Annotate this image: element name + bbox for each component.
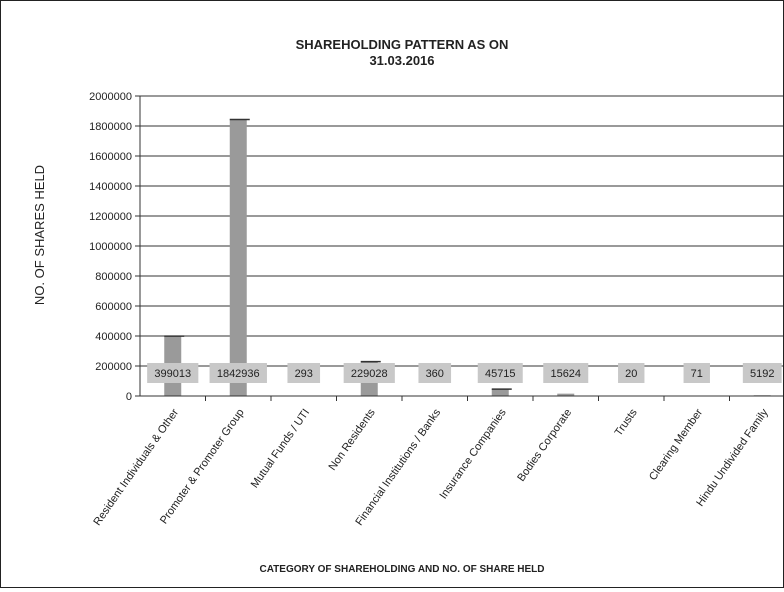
data-label: 71 <box>691 368 703 380</box>
bar <box>492 389 509 396</box>
chart-title-line-2: 31.03.2016 <box>369 53 434 68</box>
x-tick-label: Hindu Undivided Family <box>694 406 771 508</box>
y-tick-label: 800000 <box>95 271 132 283</box>
y-tick-label: 1000000 <box>89 241 132 253</box>
data-label: 293 <box>295 368 313 380</box>
data-label: 1842936 <box>217 368 260 380</box>
data-label: 45715 <box>485 368 516 380</box>
data-label: 360 <box>426 368 444 380</box>
bars <box>164 120 771 396</box>
data-label: 5192 <box>750 368 774 380</box>
y-tick-label: 200000 <box>95 361 132 373</box>
x-tick-label: Trusts <box>613 406 640 438</box>
y-tick-label: 1800000 <box>89 121 132 133</box>
chart-title-line-1: SHAREHOLDING PATTERN AS ON <box>296 37 509 52</box>
data-label: 399013 <box>154 368 191 380</box>
axes: 0 200000 400000 600000 800000 1000000 1200000 1… <box>89 91 783 528</box>
y-tick-label: 1400000 <box>89 181 132 193</box>
y-tick-label: 400000 <box>95 331 132 343</box>
data-label: 20 <box>625 368 637 380</box>
x-tick-label: Mutual Funds / UTI <box>249 407 312 491</box>
y-tick-label: 1600000 <box>89 151 132 163</box>
x-tick-label: Non Residents <box>326 406 378 472</box>
data-label: 15624 <box>550 368 581 380</box>
y-tick-label: 1200000 <box>89 211 132 223</box>
y-tick-label: 600000 <box>95 301 132 313</box>
y-tick-label: 2000000 <box>89 91 132 103</box>
x-tick-label: Clearing Member <box>647 407 705 483</box>
x-tick-label: Bodies Corporate <box>515 407 574 484</box>
y-axis-title: NO. OF SHARES HELD <box>32 165 47 305</box>
data-label: 229028 <box>351 368 388 380</box>
x-axis-title: CATEGORY OF SHAREHOLDING AND NO. OF SHAR… <box>259 564 544 575</box>
x-tick-label: Insurance Companies <box>437 406 508 501</box>
y-tick-label: 0 <box>126 391 132 403</box>
bar <box>230 120 247 396</box>
